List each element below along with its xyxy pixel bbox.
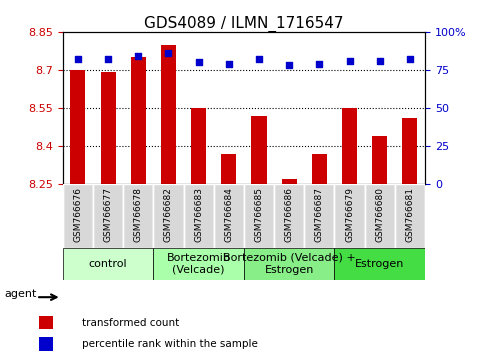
Bar [372, 136, 387, 184]
FancyBboxPatch shape [63, 184, 93, 248]
Text: transformed count: transformed count [82, 318, 179, 327]
FancyBboxPatch shape [123, 184, 154, 248]
FancyBboxPatch shape [93, 184, 123, 248]
Text: agent: agent [4, 289, 37, 299]
FancyBboxPatch shape [274, 184, 304, 248]
Bar [71, 70, 85, 184]
Bar [161, 45, 176, 184]
Point [104, 56, 112, 62]
Point [195, 59, 202, 65]
Bar [39, 337, 53, 350]
FancyBboxPatch shape [304, 184, 334, 248]
Text: Bortezomib (Velcade) +
Estrogen: Bortezomib (Velcade) + Estrogen [223, 253, 355, 275]
Text: GSM766682: GSM766682 [164, 187, 173, 242]
Bar [282, 179, 297, 184]
Bar [131, 57, 146, 184]
Point [165, 50, 172, 56]
Point [134, 53, 142, 59]
Point [74, 56, 82, 62]
Point [255, 56, 263, 62]
Text: GSM766685: GSM766685 [255, 187, 264, 242]
Bar [342, 108, 357, 184]
Point [285, 63, 293, 68]
Text: GSM766687: GSM766687 [315, 187, 324, 242]
Bar [221, 154, 236, 184]
FancyBboxPatch shape [244, 184, 274, 248]
Text: GSM766676: GSM766676 [73, 187, 83, 242]
Bar [191, 108, 206, 184]
Text: GSM766683: GSM766683 [194, 187, 203, 242]
FancyBboxPatch shape [334, 184, 365, 248]
Bar [334, 248, 425, 280]
Text: GSM766680: GSM766680 [375, 187, 384, 242]
Text: GSM766686: GSM766686 [284, 187, 294, 242]
Bar [63, 248, 154, 280]
Bar [154, 248, 244, 280]
FancyBboxPatch shape [365, 184, 395, 248]
Text: Bortezomib
(Velcade): Bortezomib (Velcade) [167, 253, 230, 275]
Text: percentile rank within the sample: percentile rank within the sample [82, 339, 258, 349]
FancyBboxPatch shape [213, 184, 244, 248]
Bar [402, 118, 417, 184]
Point [315, 61, 323, 67]
Bar [312, 154, 327, 184]
Title: GDS4089 / ILMN_1716547: GDS4089 / ILMN_1716547 [144, 16, 344, 32]
Text: GSM766681: GSM766681 [405, 187, 414, 242]
Text: GSM766684: GSM766684 [224, 187, 233, 242]
Text: Estrogen: Estrogen [355, 259, 404, 269]
FancyBboxPatch shape [395, 184, 425, 248]
FancyBboxPatch shape [184, 184, 213, 248]
Bar [252, 115, 267, 184]
Bar [244, 248, 334, 280]
Point [346, 58, 354, 64]
Bar [39, 316, 53, 329]
Text: control: control [89, 259, 128, 269]
Bar [100, 73, 115, 184]
Text: GSM766678: GSM766678 [134, 187, 143, 242]
Point [376, 58, 384, 64]
Point [406, 56, 414, 62]
Text: GSM766679: GSM766679 [345, 187, 354, 242]
FancyBboxPatch shape [154, 184, 184, 248]
Text: GSM766677: GSM766677 [103, 187, 113, 242]
Point [225, 61, 233, 67]
